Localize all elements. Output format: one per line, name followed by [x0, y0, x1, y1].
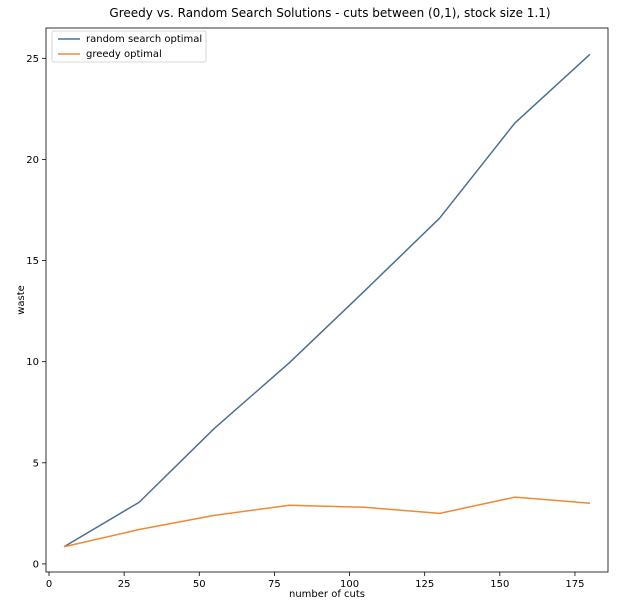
plot-area	[45, 27, 609, 573]
x-tick-label: 150	[490, 579, 509, 590]
legend-label-greedy: greedy optimal	[86, 49, 162, 60]
y-tick-label: 0	[33, 559, 39, 570]
plot-frame	[45, 27, 609, 573]
x-axis: 0 25 50 75 100 125 150 175	[46, 572, 584, 590]
x-tick-label: 0	[46, 579, 52, 590]
x-tick-label: 25	[118, 579, 131, 590]
y-tick-label: 25	[26, 54, 39, 65]
y-tick-label: 20	[26, 155, 39, 166]
x-axis-label: number of cuts	[289, 589, 365, 600]
series-line-random-search	[63, 53, 591, 548]
y-tick-label: 10	[26, 357, 39, 368]
legend-box	[51, 30, 207, 63]
legend: random search optimal greedy optimal	[51, 30, 207, 63]
y-tick-label: 5	[33, 458, 39, 469]
y-axis-label: waste	[16, 285, 27, 315]
x-tick-label: 50	[193, 579, 206, 590]
legend-label-random: random search optimal	[86, 34, 202, 45]
series-line-greedy	[63, 496, 591, 548]
series-lines	[63, 53, 591, 548]
x-tick-label: 175	[565, 579, 584, 590]
x-tick-label: 125	[415, 579, 434, 590]
y-axis: 0 5 10 15 20 25	[26, 54, 46, 570]
chart-title: Greedy vs. Random Search Solutions - cut…	[109, 6, 550, 20]
y-tick-label: 15	[26, 256, 39, 267]
x-tick-label: 75	[268, 579, 281, 590]
x-tick-label: 100	[340, 579, 359, 590]
